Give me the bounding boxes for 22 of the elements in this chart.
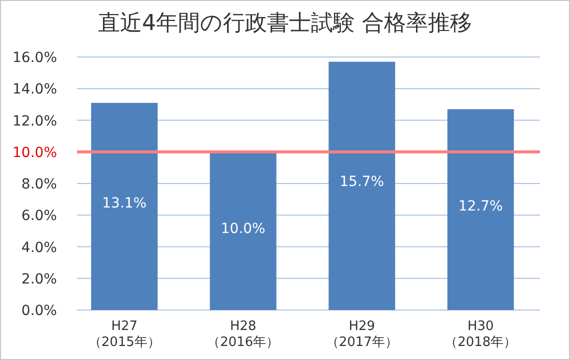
chart-title: 直近4年間の行政書士試験 合格率推移 (98, 11, 472, 36)
bar (91, 102, 158, 310)
x-tick-label: H29 （2017年） (326, 319, 398, 350)
y-tick-label: 10.0% (12, 144, 57, 161)
data-label: 13.1% (102, 195, 147, 212)
x-tick-label: H30 （2018年） (444, 319, 517, 350)
data-label: 15.7% (340, 174, 384, 190)
data-label: 10.0% (220, 220, 266, 237)
y-tick-label: 16.0% (12, 50, 57, 66)
bar (447, 109, 514, 310)
y-tick-label: 0.0% (21, 303, 57, 319)
bar (328, 62, 396, 310)
bar (210, 152, 276, 310)
y-tick-label: 6.0% (21, 208, 57, 224)
y-tick-label: 4.0% (21, 240, 57, 256)
y-tick-label: 14.0% (12, 82, 57, 98)
x-tick-label: H27 （2015年） (88, 319, 160, 350)
y-tick-label: 12.0% (12, 113, 57, 130)
y-tick-label: 8.0% (21, 176, 57, 192)
x-tick-label: H28 （2016年） (207, 319, 280, 350)
y-tick-label: 2.0% (21, 271, 57, 288)
data-label: 12.7% (458, 198, 503, 215)
